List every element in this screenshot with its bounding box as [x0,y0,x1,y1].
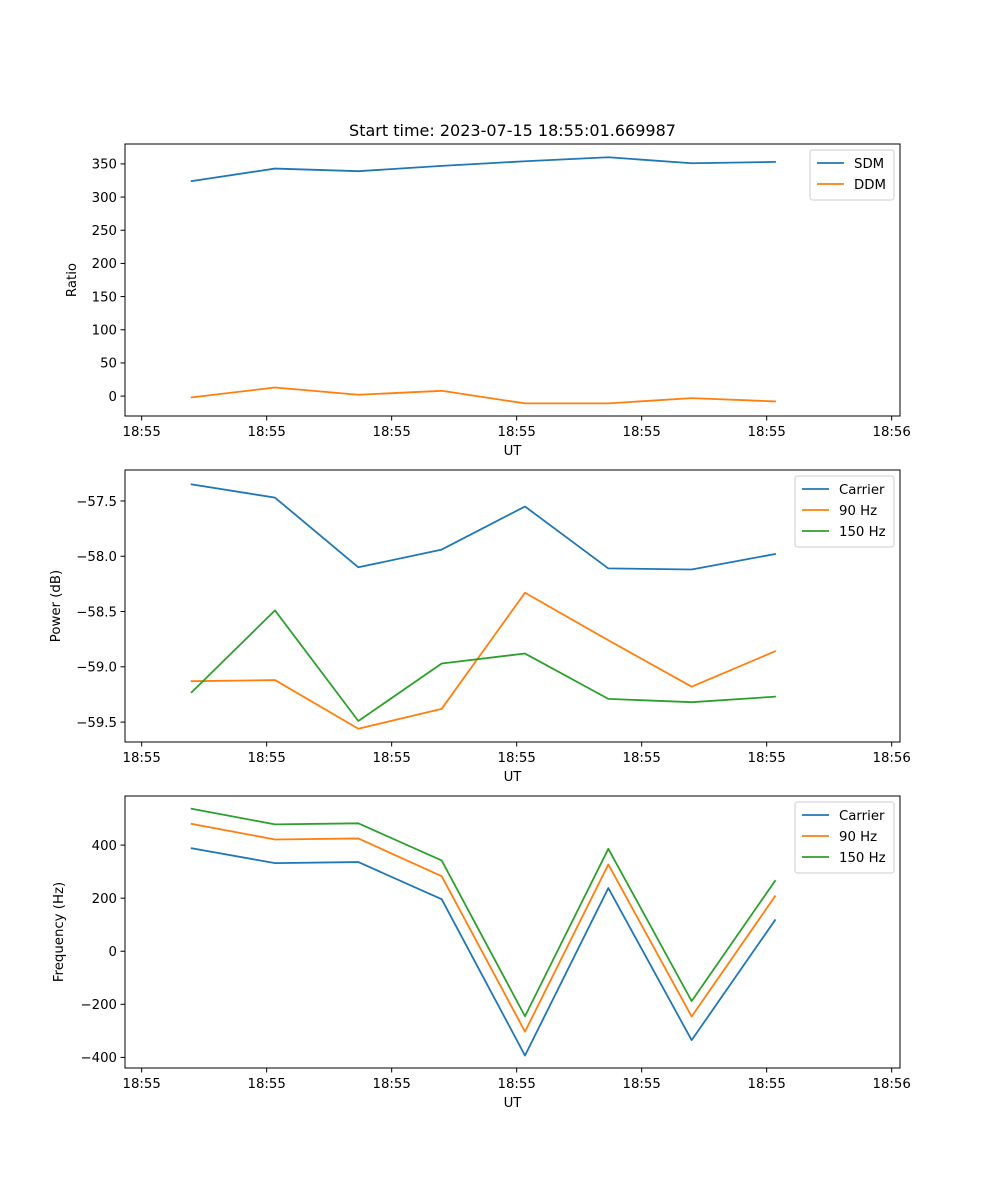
x-axis-label: UT [504,1096,523,1111]
legend-box [794,475,895,548]
axes-frame [124,795,901,1069]
y-axis-label: Power (dB) [49,570,64,642]
panel-3: 18:55 18:55 18:55 18:55 18:55 18:55 18:56 −400 −… [52,795,911,1111]
x-tick-label: 18:55 [623,1077,661,1092]
x-tick-label: 18:56 [873,751,911,766]
y-tick-label: −400 [80,1051,117,1066]
y-tick-label: 300 [92,191,117,206]
y-tick-label: −58.5 [76,605,117,620]
x-tick-label: 18:55 [373,1077,411,1092]
x-tick-label: 18:55 [623,425,661,440]
y-tick-label: 200 [92,257,117,272]
y-tick-label: 400 [92,839,117,854]
y-tick-label: −200 [80,998,117,1013]
x-tick-label: 18:55 [748,425,786,440]
x-tick-label: 18:55 [498,425,536,440]
y-tick-label: 150 [92,290,117,305]
x-tick-label: 18:55 [623,751,661,766]
legend-label: 150 Hz [839,851,886,866]
axes-frame [124,143,901,417]
series-line-90-hz [190,822,777,1033]
y-tick-label: −59.5 [76,716,117,731]
legend-label: Carrier [839,809,885,824]
legend-label: SDM [854,157,884,172]
x-tick-label: 18:55 [748,751,786,766]
x-tick-label: 18:56 [873,1077,911,1092]
y-tick-label: 200 [92,892,117,907]
y-tick-label: −57.5 [76,495,117,510]
y-tick-label: 0 [109,390,117,405]
series-line-carrier [190,483,777,571]
y-tick-label: −59.0 [76,661,117,676]
legend-label: 150 Hz [839,525,886,540]
axes-frame [124,469,901,743]
legend-label: 90 Hz [839,504,877,519]
x-axis-label: UT [504,444,523,459]
panel-1: 18:55 18:55 18:55 18:55 18:55 18:55 18:56 0 50 10… [65,143,911,459]
legend: Carrier 90 Hz 150 Hz [794,475,895,548]
y-tick-label: 50 [100,357,117,372]
y-tick-label: 100 [92,324,117,339]
x-axis-label: UT [504,770,523,785]
legend-label: 90 Hz [839,830,877,845]
x-tick-label: 18:55 [498,751,536,766]
legend-label: Carrier [839,483,885,498]
panel-2: 18:55 18:55 18:55 18:55 18:55 18:55 18:56 −59.5… [49,469,911,785]
y-tick-label: 350 [92,158,117,173]
legend: SDM DDM [809,149,895,201]
x-tick-label: 18:55 [123,1077,161,1092]
series-line-150-hz [190,807,777,1018]
series-line-90-hz [190,591,777,730]
series-line-ddm [190,386,776,405]
chart-title: Start time: 2023-07-15 18:55:01.669987 [349,121,676,140]
x-tick-label: 18:55 [123,425,161,440]
chart-panels: 18:55 18:55 18:55 18:55 18:55 18:55 18:56 0 50 10… [49,143,911,1111]
legend: Carrier 90 Hz 150 Hz [794,801,895,874]
x-tick-label: 18:55 [373,425,411,440]
y-tick-label: −58.0 [76,550,117,565]
x-tick-label: 18:55 [248,1077,286,1092]
x-tick-label: 18:55 [748,1077,786,1092]
series-line-carrier [190,847,777,1057]
y-axis-label: Ratio [65,263,80,297]
x-tick-label: 18:55 [373,751,411,766]
legend-box [794,801,895,874]
series-line-sdm [190,156,776,183]
legend-label: DDM [854,178,886,193]
y-tick-label: 250 [92,224,117,239]
y-tick-label: 0 [109,945,117,960]
x-tick-label: 18:55 [248,751,286,766]
series-line-150-hz [190,609,776,722]
x-tick-label: 18:55 [123,751,161,766]
y-axis-label: Frequency (Hz) [52,882,67,982]
x-tick-label: 18:55 [498,1077,536,1092]
x-tick-label: 18:55 [248,425,286,440]
x-tick-label: 18:56 [873,425,911,440]
